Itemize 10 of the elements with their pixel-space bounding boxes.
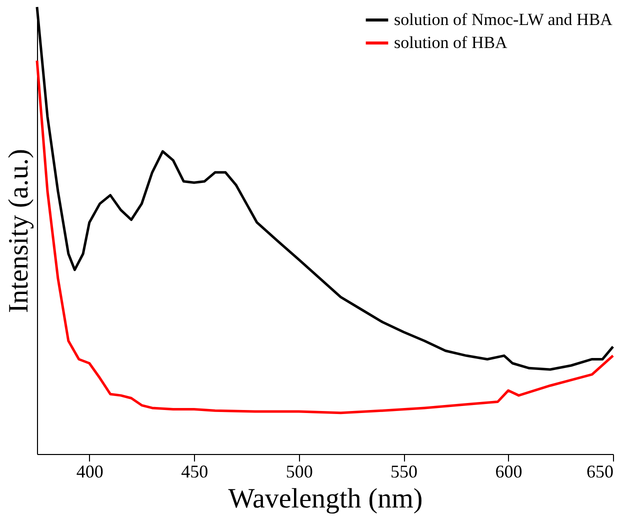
x-tick-label: 650 (586, 462, 614, 482)
x-tick-label: 600 (495, 462, 522, 482)
legend-label: solution of Nmoc-LW and HBA (394, 10, 614, 29)
x-tick-label: 400 (76, 462, 104, 482)
x-tick-label: 450 (181, 462, 208, 482)
x-axis-title: Wavelength (nm) (228, 484, 423, 514)
x-tick-label: 550 (390, 462, 418, 482)
legend-label: solution of HBA (394, 33, 508, 52)
y-axis-title: Intensity (a.u.) (4, 148, 34, 314)
x-tick-label: 500 (286, 462, 313, 482)
